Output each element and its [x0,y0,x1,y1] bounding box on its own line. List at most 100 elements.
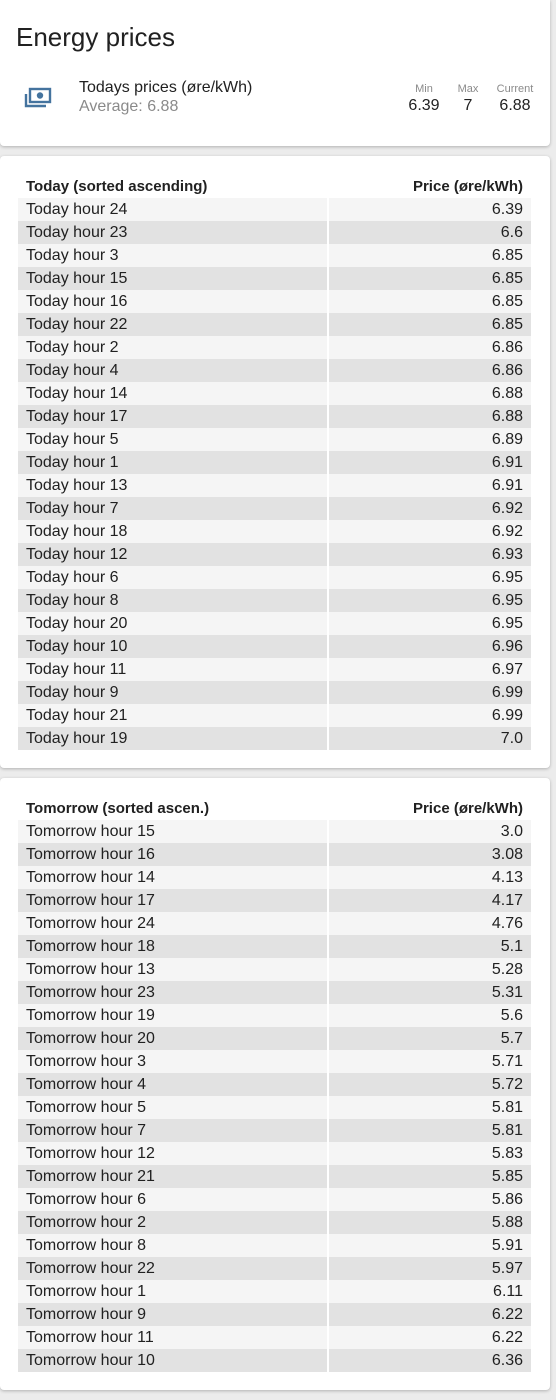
row-name: Tomorrow hour 7 [18,1119,328,1142]
table-row: Today hour 7 6.92 [18,497,531,520]
column-header-price[interactable]: Price (øre/kWh) [328,176,531,198]
row-price: 5.85 [327,1165,531,1188]
row-name: Today hour 13 [18,474,328,497]
row-name: Today hour 20 [18,612,328,635]
table-row: Tomorrow hour 8 5.91 [18,1234,531,1257]
stat-max: Max 7 [450,82,486,116]
table-row: Today hour 19 7.0 [18,727,531,750]
table-row: Today hour 11 6.97 [18,658,531,681]
row-price: 4.76 [327,912,531,935]
row-price: 3.08 [327,843,531,866]
table-row: Today hour 6 6.95 [18,566,531,589]
row-name: Today hour 2 [18,336,328,359]
row-name: Today hour 9 [18,681,328,704]
row-price: 5.28 [327,958,531,981]
table-row: Tomorrow hour 14 4.13 [18,866,531,889]
row-price: 5.71 [327,1050,531,1073]
row-name: Tomorrow hour 11 [18,1326,328,1349]
row-name: Tomorrow hour 6 [18,1188,328,1211]
table-row: Tomorrow hour 6 5.86 [18,1188,531,1211]
table-row: Today hour 22 6.85 [18,313,531,336]
row-price: 6.95 [327,612,531,635]
row-price: 5.81 [327,1119,531,1142]
table-row: Today hour 8 6.95 [18,589,531,612]
row-price: 6.89 [327,428,531,451]
table-row: Tomorrow hour 16 3.08 [18,843,531,866]
today-prices-table: Today (sorted ascending) Price (øre/kWh)… [18,176,531,750]
stat-current: Current 6.88 [492,82,538,116]
row-name: Tomorrow hour 21 [18,1165,328,1188]
table-row: Today hour 13 6.91 [18,474,531,497]
row-price: 6.95 [327,566,531,589]
row-price: 6.11 [327,1280,531,1303]
entity-average: Average: 6.88 [79,98,179,115]
row-name: Tomorrow hour 18 [18,935,328,958]
table-row: Today hour 17 6.88 [18,405,531,428]
row-name: Today hour 1 [18,451,328,474]
table-row: Today hour 16 6.85 [18,290,531,313]
row-name: Tomorrow hour 1 [18,1280,328,1303]
row-price: 5.88 [327,1211,531,1234]
row-name: Today hour 21 [18,704,328,727]
row-name: Tomorrow hour 9 [18,1303,328,1326]
row-name: Tomorrow hour 20 [18,1027,328,1050]
row-name: Today hour 3 [18,244,328,267]
row-price: 5.97 [327,1257,531,1280]
column-header-price[interactable]: Price (øre/kWh) [328,798,531,820]
energy-prices-card: Energy prices Todays prices (øre/kWh) Av… [0,0,550,146]
row-name: Today hour 23 [18,221,328,244]
row-name: Tomorrow hour 3 [18,1050,328,1073]
table-row: Tomorrow hour 11 6.22 [18,1326,531,1349]
column-header-name[interactable]: Tomorrow (sorted ascen.) [18,798,328,820]
row-name: Tomorrow hour 14 [18,866,328,889]
column-header-name[interactable]: Today (sorted ascending) [18,176,328,198]
stat-max-value: 7 [463,97,473,114]
card-title: Energy prices [16,22,175,52]
table-row: Tomorrow hour 5 5.81 [18,1096,531,1119]
row-name: Today hour 17 [18,405,328,428]
row-price: 5.91 [327,1234,531,1257]
table-header-row: Tomorrow (sorted ascen.) Price (øre/kWh) [18,798,531,820]
stat-min-label: Min [415,83,433,95]
entity-name[interactable]: Todays prices (øre/kWh) [79,79,253,96]
row-name: Tomorrow hour 8 [18,1234,328,1257]
row-name: Tomorrow hour 23 [18,981,328,1004]
stat-max-label: Max [457,83,479,95]
row-name: Today hour 8 [18,589,328,612]
row-name: Today hour 15 [18,267,328,290]
row-name: Today hour 18 [18,520,328,543]
stat-current-value: 6.88 [499,97,531,114]
table-row: Tomorrow hour 13 5.28 [18,958,531,981]
table-row: Today hour 21 6.99 [18,704,531,727]
table-row: Tomorrow hour 9 6.22 [18,1303,531,1326]
table-row: Tomorrow hour 18 5.1 [18,935,531,958]
row-name: Today hour 4 [18,359,328,382]
row-name: Tomorrow hour 24 [18,912,328,935]
row-price: 6.91 [327,474,531,497]
row-name: Today hour 24 [18,198,328,221]
row-price: 6.96 [327,635,531,658]
row-price: 7.0 [327,727,531,750]
table-row: Tomorrow hour 2 5.88 [18,1211,531,1234]
table-row: Today hour 18 6.92 [18,520,531,543]
row-price: 5.81 [327,1096,531,1119]
row-name: Tomorrow hour 12 [18,1142,328,1165]
row-name: Tomorrow hour 13 [18,958,328,981]
row-price: 5.86 [327,1188,531,1211]
tomorrow-prices-card: Tomorrow (sorted ascen.) Price (øre/kWh)… [0,778,550,1390]
row-name: Today hour 10 [18,635,328,658]
table-row: Today hour 14 6.88 [18,382,531,405]
table-row: Tomorrow hour 4 5.72 [18,1073,531,1096]
row-price: 4.17 [327,889,531,912]
row-price: 6.86 [327,359,531,382]
row-name: Tomorrow hour 10 [18,1349,328,1372]
row-price: 6.92 [327,520,531,543]
row-price: 5.31 [327,981,531,1004]
row-name: Today hour 19 [18,727,328,750]
row-price: 6.95 [327,589,531,612]
table-row: Tomorrow hour 1 6.11 [18,1280,531,1303]
table-row: Tomorrow hour 24 4.76 [18,912,531,935]
row-price: 6.36 [327,1349,531,1372]
row-name: Today hour 14 [18,382,328,405]
cash-icon[interactable] [24,86,52,112]
